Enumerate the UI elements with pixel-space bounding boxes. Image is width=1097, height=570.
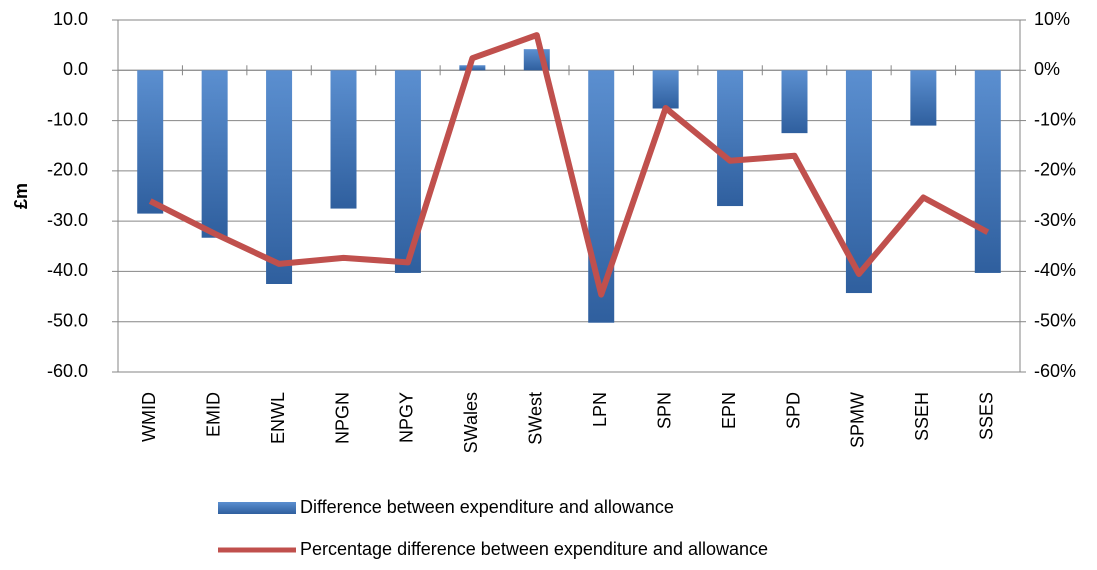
x-tick-label: SSEH	[912, 392, 932, 441]
bar	[588, 70, 615, 323]
y2-tick-label: -30%	[1034, 210, 1076, 230]
x-tick-label: SPMW	[848, 392, 868, 448]
bar	[330, 70, 357, 209]
legend-label: Difference between expenditure and allow…	[300, 497, 674, 517]
y2-tick-label: -20%	[1034, 160, 1076, 180]
legend-label: Percentage difference between expenditur…	[300, 539, 768, 559]
bar	[266, 70, 293, 285]
legend-swatch	[218, 502, 296, 514]
y2-tick-label: 0%	[1034, 59, 1060, 79]
x-tick-label: ENWL	[268, 392, 288, 444]
x-tick-label: EPN	[719, 392, 739, 429]
y-tick-label: 10.0	[53, 9, 88, 29]
x-tick-label: SPN	[654, 392, 674, 429]
y-tick-label: -20.0	[47, 160, 88, 180]
y-axis-label: £m	[11, 183, 31, 209]
x-tick-label: SSES	[977, 392, 997, 440]
y-tick-label: -60.0	[47, 361, 88, 381]
bar	[717, 70, 744, 207]
bar	[910, 70, 937, 126]
y2-tick-label: -10%	[1034, 109, 1076, 129]
x-tick-label: SWest	[526, 392, 546, 445]
bar	[201, 70, 228, 238]
x-tick-label: SWales	[461, 392, 481, 453]
y2-tick-label: -60%	[1034, 361, 1076, 381]
y-tick-label: -10.0	[47, 109, 88, 129]
x-tick-label: EMID	[203, 392, 223, 437]
y-tick-label: -30.0	[47, 210, 88, 230]
x-tick-label: NPGN	[332, 392, 352, 444]
bar	[137, 70, 164, 214]
bar	[974, 70, 1001, 273]
bar	[781, 70, 808, 134]
x-tick-label: NPGY	[397, 392, 417, 443]
y-tick-label: 0.0	[63, 59, 88, 79]
x-tick-label: WMID	[139, 392, 159, 442]
bar	[652, 70, 679, 109]
y2-tick-label: -40%	[1034, 260, 1076, 280]
y2-tick-label: -50%	[1034, 310, 1076, 330]
y-tick-label: -40.0	[47, 260, 88, 280]
y-tick-label: -50.0	[47, 310, 88, 330]
y2-tick-label: 10%	[1034, 9, 1070, 29]
x-tick-label: SPD	[783, 392, 803, 429]
x-tick-label: LPN	[590, 392, 610, 427]
line	[148, 32, 990, 298]
